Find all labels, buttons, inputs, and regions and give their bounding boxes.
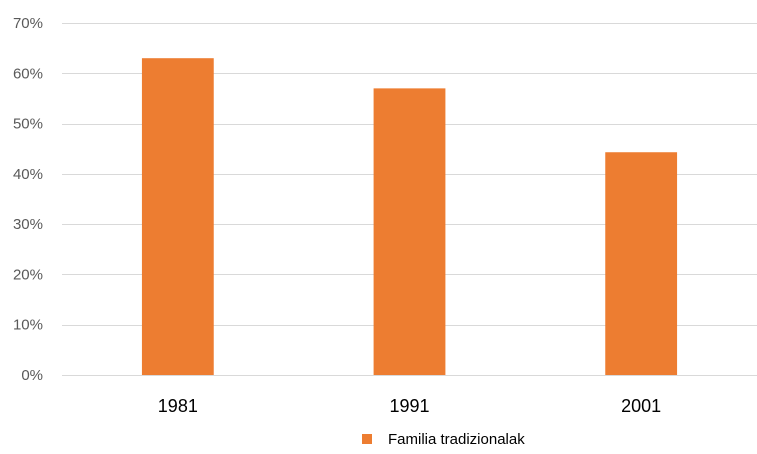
legend-swatch: [362, 434, 372, 444]
y-tick-label: 30%: [13, 216, 43, 233]
y-tick-label: 10%: [13, 317, 43, 334]
y-axis-tick-labels: 0% 10% 20% 30% 40% 50% 60% 70%: [13, 15, 43, 384]
bar-1991: [373, 88, 446, 375]
y-tick-label: 70%: [13, 15, 43, 32]
bars: [141, 58, 678, 375]
y-tick-label: 60%: [13, 65, 43, 82]
x-axis-category-labels: 1981 1991 2001: [158, 396, 661, 416]
y-tick-label: 40%: [13, 166, 43, 183]
x-category-label: 2001: [621, 396, 661, 416]
bar-2001: [605, 152, 678, 375]
y-tick-label: 50%: [13, 116, 43, 133]
legend: Familia tradizionalak: [362, 431, 525, 448]
legend-label: Familia tradizionalak: [388, 431, 525, 448]
x-category-label: 1991: [389, 396, 429, 416]
y-tick-label: 20%: [13, 266, 43, 283]
x-category-label: 1981: [158, 396, 198, 416]
y-tick-label: 0%: [21, 367, 43, 384]
bar-1981: [141, 58, 214, 375]
